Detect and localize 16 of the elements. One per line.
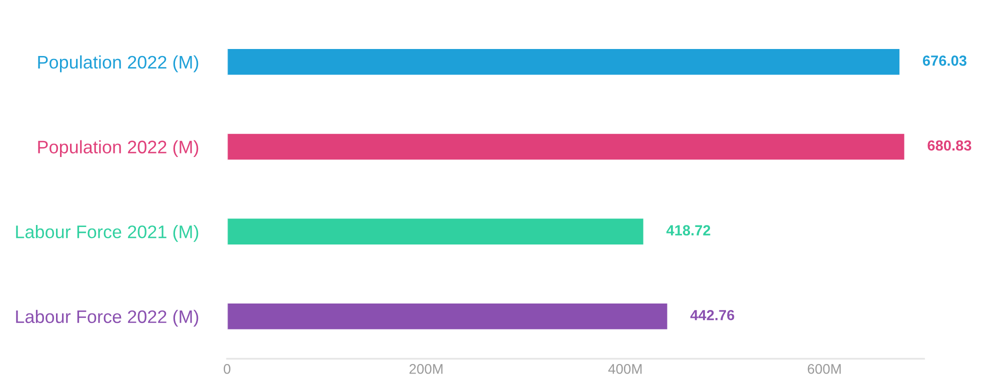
x-tick-label: 400M [608, 364, 642, 374]
bar [227, 132, 906, 162]
y-tick-label: Population 2022 (M) [38, 140, 198, 158]
x-tick-label: 0 [224, 364, 230, 374]
bar [227, 302, 669, 331]
y-tick-label: Labour Force 2021 (M) [16, 225, 198, 242]
bar [227, 217, 645, 246]
x-tick-label: 600M [808, 364, 841, 374]
y-tick-label: Labour Force 2022 (M) [16, 310, 198, 327]
data-label: 418.72 [666, 225, 710, 236]
data-label: 680.83 [928, 140, 972, 151]
y-tick-label: Population 2022 (M) [38, 55, 198, 72]
bar [227, 48, 901, 76]
data-label: 442.76 [690, 310, 734, 320]
x-tick-label: 200M [410, 364, 442, 374]
data-label: 676.03 [922, 56, 966, 66]
